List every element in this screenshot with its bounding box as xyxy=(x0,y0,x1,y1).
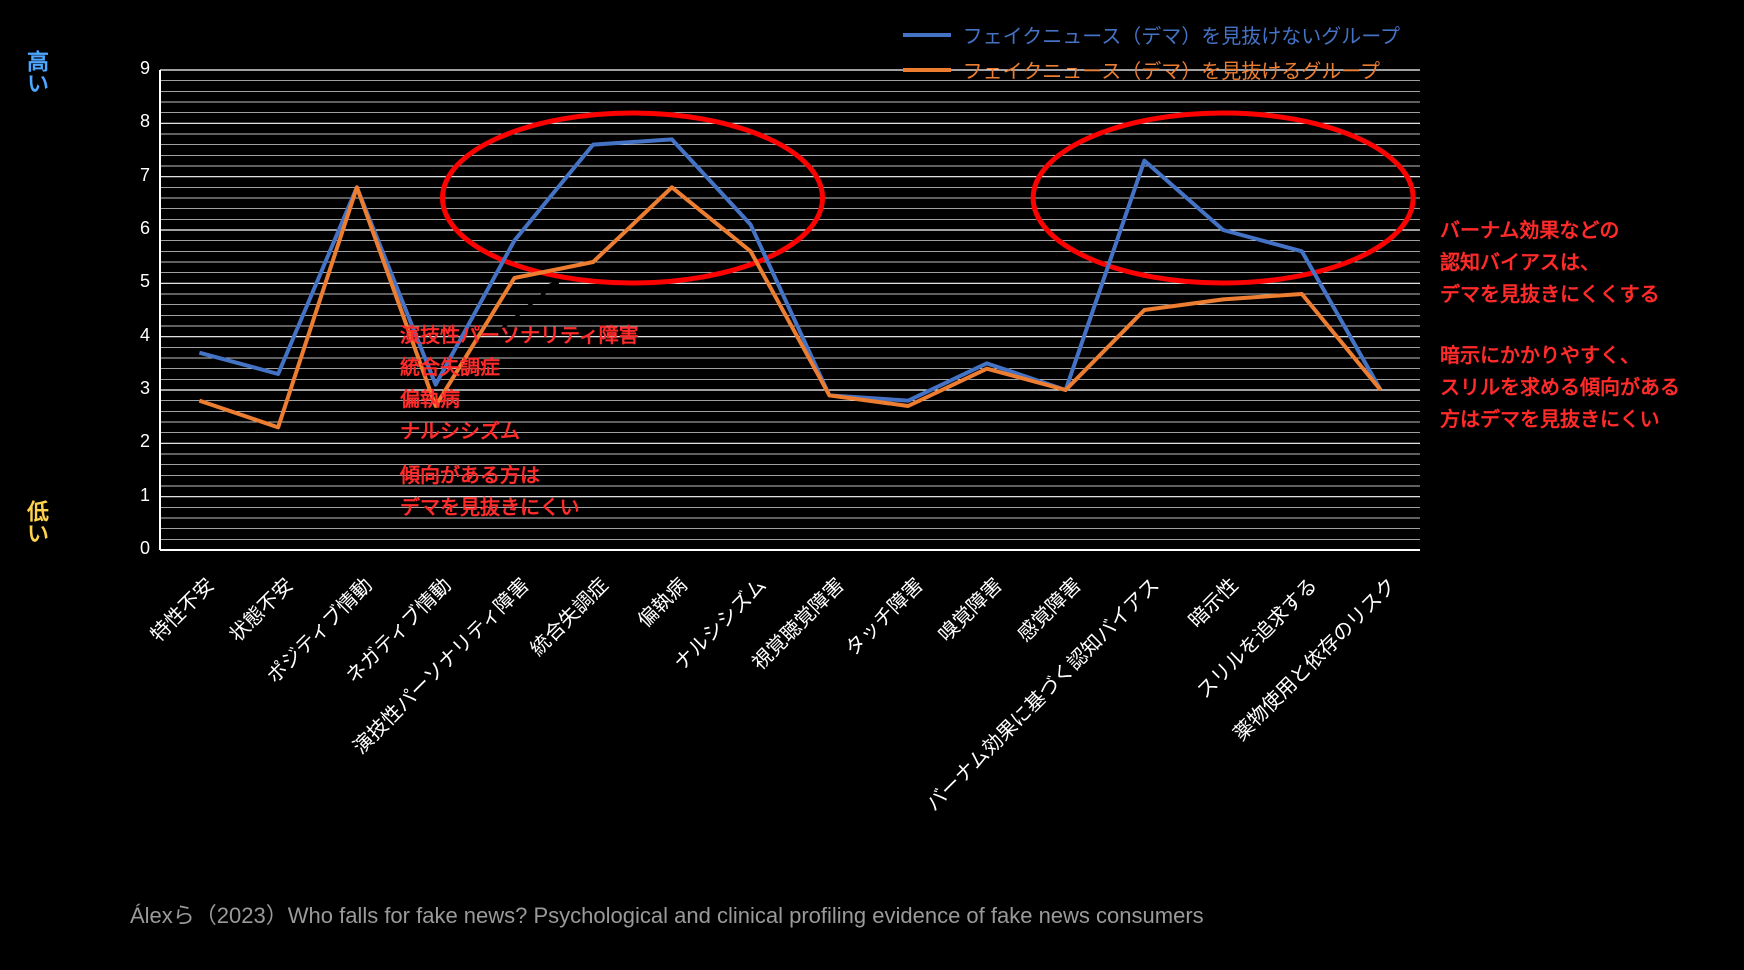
legend-label-0: フェイクニュース（デマ）を見抜けないグループ xyxy=(963,20,1400,49)
ytick-label: 6 xyxy=(120,218,150,239)
ytick-label: 2 xyxy=(120,431,150,452)
chart-area: フェイクニュース（デマ）を見抜けないグループ フェイクニュース（デマ）を見抜ける… xyxy=(40,20,1440,570)
ytick-label: 5 xyxy=(120,271,150,292)
ytick-label: 3 xyxy=(120,378,150,399)
xaxis-label: 特性不安 xyxy=(143,570,220,647)
ytick-label: 1 xyxy=(120,485,150,506)
source-citation: Álexら（2023）Who falls for fake news? Psyc… xyxy=(130,898,1204,930)
annotation-right-2: 暗示にかかりやすく、スリルを求める傾向がある方はデマを見抜きにくい xyxy=(1440,340,1680,436)
legend: フェイクニュース（デマ）を見抜けないグループ フェイクニュース（デマ）を見抜ける… xyxy=(903,20,1400,90)
annotation-center: 演技性パーソナリティ障害統合失調症偏執病ナルシシズム傾向がある方はデマを見抜きに… xyxy=(400,320,639,524)
ytick-label: 7 xyxy=(120,165,150,186)
ytick-label: 0 xyxy=(120,538,150,559)
ytick-label: 9 xyxy=(120,58,150,79)
xaxis-label: 感覚障害 xyxy=(1009,570,1086,647)
annotation-right-1: バーナム効果などの認知バイアスは、デマを見抜きにくくする xyxy=(1440,215,1660,311)
legend-item-1: フェイクニュース（デマ）を見抜けるグループ xyxy=(903,55,1400,84)
xaxis-label: 嗅覚障害 xyxy=(930,570,1007,647)
xaxis-label: 状態不安 xyxy=(222,570,299,647)
ytick-label: 4 xyxy=(120,325,150,346)
chart-container: 高い 低い フェイクニュース（デマ）を見抜けないグループ フェイクニュース（デマ… xyxy=(0,0,1744,970)
legend-item-0: フェイクニュース（デマ）を見抜けないグループ xyxy=(903,20,1400,49)
legend-swatch-1 xyxy=(903,68,951,72)
legend-swatch-0 xyxy=(903,33,951,37)
legend-label-1: フェイクニュース（デマ）を見抜けるグループ xyxy=(963,55,1380,84)
xaxis-label: タッチ障害 xyxy=(837,570,928,661)
ytick-label: 8 xyxy=(120,111,150,132)
line-chart-svg xyxy=(40,20,1440,580)
xaxis-label: 統合失調症 xyxy=(522,570,613,661)
